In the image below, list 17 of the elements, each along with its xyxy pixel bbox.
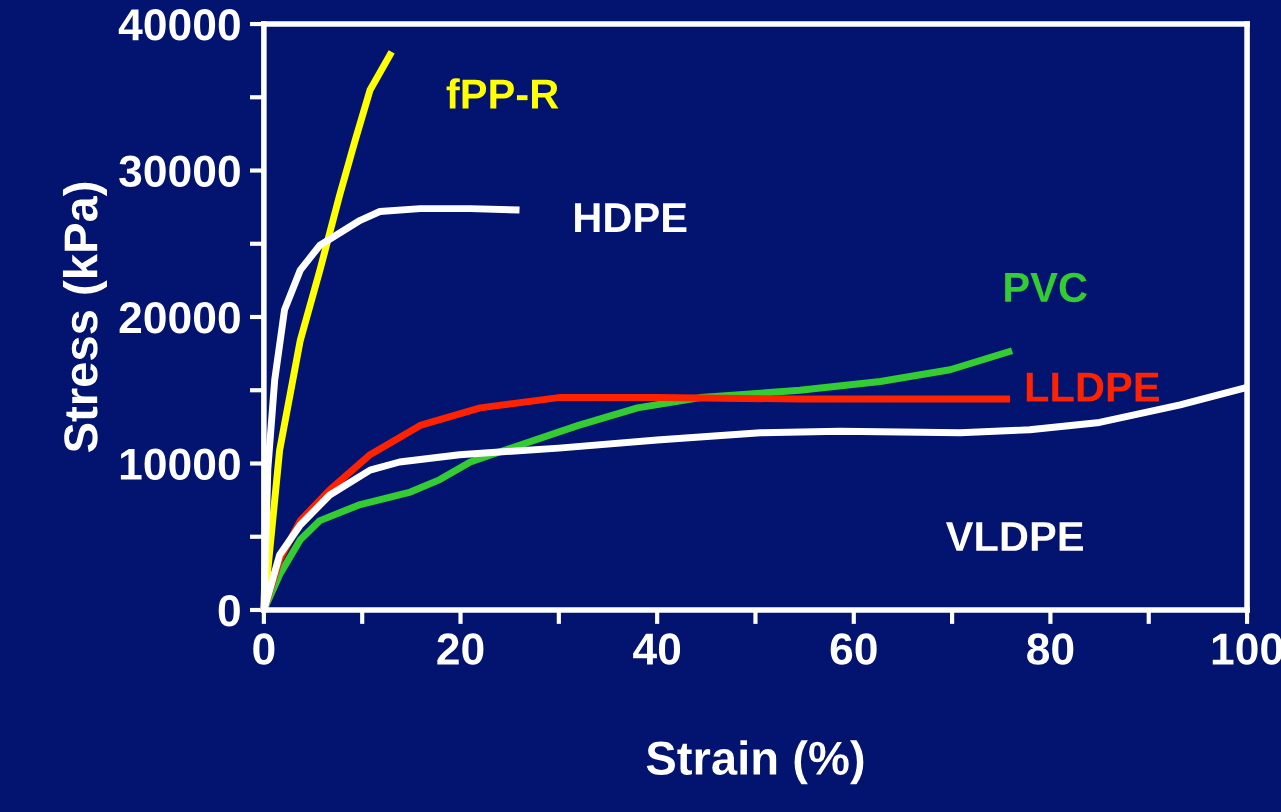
x-tick-label: 0 xyxy=(253,633,275,665)
text: VLDPE xyxy=(945,522,1083,551)
series-label: HDPE xyxy=(575,203,687,232)
y-tick-label: 30000 xyxy=(119,155,240,188)
y-axis-title: Stress (kPa) xyxy=(62,182,107,453)
x-tick-label: 60 xyxy=(830,633,877,665)
series-label: LLDPE xyxy=(1026,372,1159,402)
x-tick-label: 40 xyxy=(633,633,681,665)
y-tick-label: 20000 xyxy=(119,302,240,334)
y-tick-label: 0 xyxy=(218,595,240,627)
x-tick-label: 20 xyxy=(437,633,484,665)
y-tick-label: 40000 xyxy=(118,9,240,41)
series-label: PVC xyxy=(1005,272,1087,303)
y-tick-label: 10000 xyxy=(120,448,240,481)
x-tick-label: 80 xyxy=(1027,633,1074,665)
series-label: fPP-R xyxy=(446,78,559,109)
x-axis-title: Strain (%) xyxy=(646,740,864,785)
